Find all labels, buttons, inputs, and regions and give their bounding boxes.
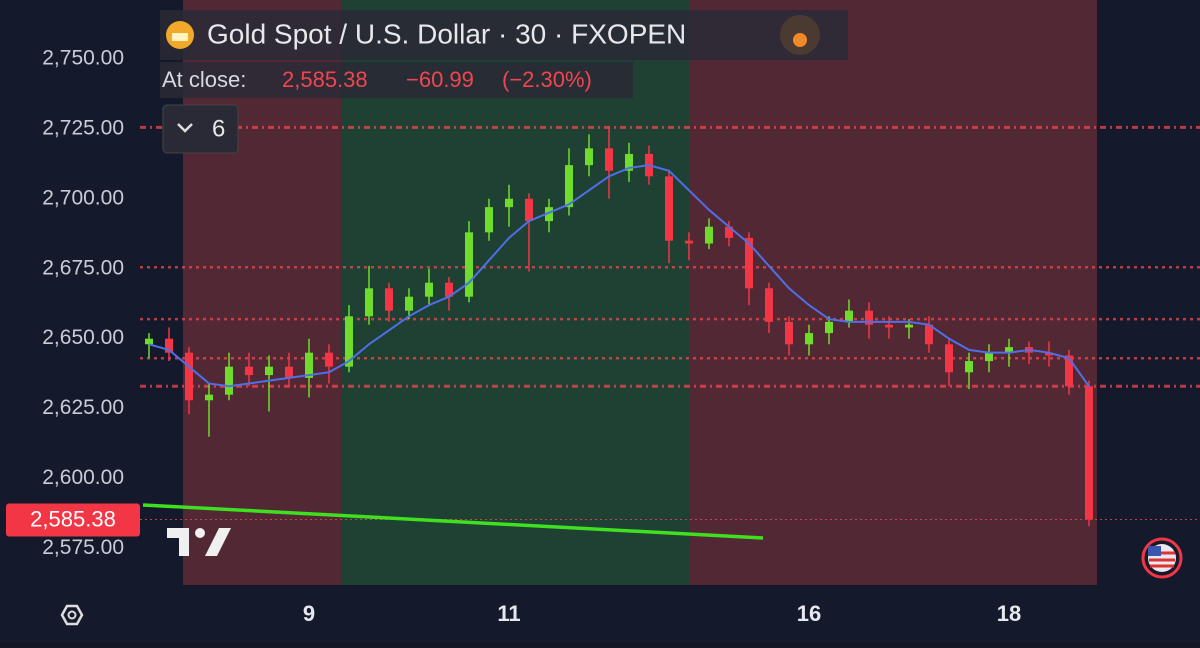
candle-body [145, 338, 153, 345]
candle-body [505, 198, 513, 208]
x-tick-label: 18 [997, 601, 1021, 626]
gold-bar-icon [172, 33, 188, 41]
candle-body [165, 338, 173, 353]
candle-body [725, 226, 733, 238]
candle-body [545, 207, 553, 222]
candle-body [385, 288, 393, 311]
settings-icon[interactable] [60, 604, 84, 626]
y-tick-label: 2,750.00 [42, 46, 124, 69]
candle-body [205, 394, 213, 401]
candle-body [225, 366, 233, 395]
sun-icon [793, 33, 807, 47]
y-tick-label: 2,650.00 [42, 326, 124, 349]
y-tick-label: 2,600.00 [42, 466, 124, 489]
candle-body [265, 366, 273, 376]
candle-body [245, 366, 253, 376]
tv-logo [167, 528, 231, 556]
candle-body [665, 176, 673, 241]
y-tick-label: 2,625.00 [42, 396, 124, 419]
moving-average [148, 164, 1090, 388]
candle-body [1005, 347, 1013, 353]
y-tick-label: 2,700.00 [42, 186, 124, 209]
candle-body [965, 361, 973, 373]
candle-body [845, 310, 853, 322]
candle-body [765, 288, 773, 322]
trend-line [142, 503, 764, 540]
candle-body [885, 324, 893, 328]
candle-body [865, 310, 873, 325]
candle-body [1045, 352, 1053, 356]
candle-body [745, 237, 753, 289]
x-tick-label: 9 [303, 601, 315, 626]
close-price: 2,585.38 [282, 67, 368, 92]
candle-body [405, 296, 413, 311]
candle-body [285, 366, 293, 378]
session-band [690, 0, 1097, 585]
candle-body [445, 282, 453, 297]
change: −60.99 [406, 67, 474, 92]
candle-body [945, 344, 953, 373]
candle-body [625, 153, 633, 171]
candle-body [565, 165, 573, 208]
candle-body [305, 352, 313, 378]
candle-body [1085, 386, 1093, 520]
candle-body [805, 333, 813, 345]
candle-body [325, 352, 333, 367]
title-box [160, 10, 848, 60]
candle-body [605, 148, 613, 171]
close-box [160, 62, 633, 98]
price-tag-label: 2,585.38 [30, 506, 116, 531]
settings-dot [67, 610, 77, 620]
x-tick-label: 16 [797, 601, 821, 626]
candle-body [925, 324, 933, 345]
candle-body [585, 148, 593, 166]
candle-body [1065, 355, 1073, 387]
candle-body [685, 240, 693, 244]
x-tick-label: 11 [497, 601, 520, 626]
indicator-count: 6 [212, 115, 225, 142]
candle-body [825, 321, 833, 334]
candle-body [465, 232, 473, 297]
y-tick-label: 2,675.00 [42, 256, 124, 279]
y-tick-label: 2,725.00 [42, 116, 124, 139]
price-tag [6, 503, 140, 537]
candle-body [985, 352, 993, 362]
candle-body [705, 226, 713, 244]
candle-body [365, 288, 373, 317]
candle-body [905, 324, 913, 328]
candle-body [185, 352, 193, 401]
candle-body [525, 198, 533, 222]
chevron-icon [177, 123, 193, 133]
chart-title: Gold Spot / U.S. Dollar · 30 · FXOPEN [207, 18, 686, 49]
candle-body [425, 282, 433, 297]
flag-icon [1141, 537, 1183, 579]
candle-body [785, 321, 793, 345]
candle-body [345, 316, 353, 367]
change-pct: (−2.30%) [502, 67, 592, 92]
y-tick-label: 2,575.00 [42, 536, 124, 559]
close-caption: At close: [162, 67, 246, 92]
indicator-toggle[interactable] [162, 104, 239, 154]
candle-body [485, 207, 493, 233]
